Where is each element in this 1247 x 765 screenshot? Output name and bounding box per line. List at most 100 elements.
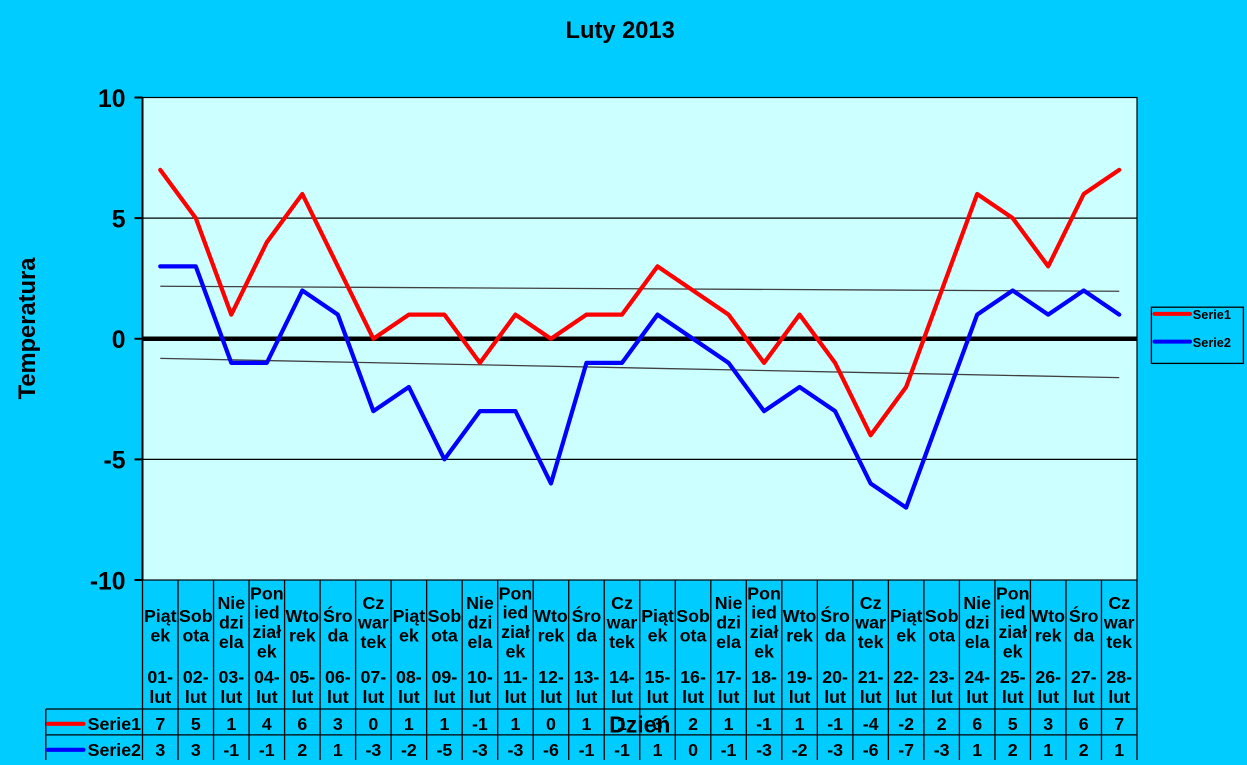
svg-text:Nie: Nie	[466, 593, 494, 613]
svg-text:lut: lut	[931, 687, 953, 707]
svg-text:-1: -1	[756, 714, 772, 734]
svg-text:lut: lut	[1002, 687, 1024, 707]
svg-text:ek: ek	[1003, 642, 1023, 662]
svg-text:da: da	[327, 625, 348, 645]
svg-text:23-: 23-	[929, 667, 955, 687]
svg-text:Piąt: Piąt	[641, 606, 674, 626]
svg-text:lut: lut	[1073, 687, 1095, 707]
svg-text:lut: lut	[611, 687, 633, 707]
svg-text:Piąt: Piąt	[890, 606, 923, 626]
svg-text:1: 1	[226, 714, 236, 734]
svg-text:Serie1: Serie1	[88, 714, 141, 734]
svg-text:ela: ela	[716, 632, 741, 652]
svg-text:rek: rek	[289, 625, 316, 645]
svg-text:-3: -3	[472, 740, 488, 760]
svg-text:ied: ied	[503, 603, 529, 623]
svg-text:13-: 13-	[574, 667, 600, 687]
svg-text:24-: 24-	[964, 667, 990, 687]
svg-text:Piąt: Piąt	[393, 606, 426, 626]
svg-text:Wto: Wto	[286, 606, 320, 626]
svg-text:ota: ota	[928, 625, 955, 645]
svg-text:-1: -1	[721, 740, 737, 760]
svg-text:lut: lut	[1037, 687, 1059, 707]
svg-text:lut: lut	[256, 687, 278, 707]
svg-text:Serie2: Serie2	[1193, 336, 1231, 350]
svg-text:lut: lut	[291, 687, 313, 707]
svg-text:ota: ota	[431, 625, 458, 645]
svg-text:-1: -1	[472, 714, 488, 734]
svg-text:da: da	[1073, 625, 1094, 645]
svg-text:lut: lut	[327, 687, 349, 707]
svg-text:-2: -2	[401, 740, 417, 760]
svg-text:14-: 14-	[609, 667, 635, 687]
svg-text:da: da	[825, 625, 846, 645]
svg-text:Cz: Cz	[1108, 593, 1130, 613]
svg-text:1: 1	[404, 714, 414, 734]
svg-text:5: 5	[191, 714, 201, 734]
svg-text:17-: 17-	[716, 667, 742, 687]
svg-text:ek: ek	[648, 625, 668, 645]
svg-text:05-: 05-	[289, 667, 315, 687]
svg-text:-3: -3	[934, 740, 950, 760]
svg-text:-6: -6	[543, 740, 559, 760]
svg-text:lut: lut	[824, 687, 846, 707]
svg-text:lut: lut	[753, 687, 775, 707]
svg-text:Pon: Pon	[996, 583, 1030, 603]
svg-text:0: 0	[368, 714, 378, 734]
svg-text:ela: ela	[219, 632, 244, 652]
svg-text:dzi: dzi	[965, 612, 990, 632]
svg-text:08-: 08-	[396, 667, 422, 687]
svg-text:Sob: Sob	[428, 606, 462, 626]
svg-text:lut: lut	[718, 687, 740, 707]
svg-text:tek: tek	[361, 632, 387, 652]
svg-text:lut: lut	[540, 687, 562, 707]
svg-text:27-: 27-	[1071, 667, 1097, 687]
svg-text:-5: -5	[104, 448, 126, 475]
svg-text:19-: 19-	[787, 667, 813, 687]
svg-text:dzi: dzi	[219, 612, 244, 632]
svg-text:lut: lut	[1108, 687, 1130, 707]
svg-text:18-: 18-	[751, 667, 777, 687]
svg-text:tek: tek	[1106, 632, 1132, 652]
svg-text:war: war	[606, 612, 638, 632]
svg-text:1: 1	[653, 740, 663, 760]
svg-text:1: 1	[333, 740, 343, 760]
svg-text:Dzień: Dzień	[609, 712, 670, 738]
svg-text:-4: -4	[863, 714, 879, 734]
svg-text:lut: lut	[966, 687, 988, 707]
svg-text:Wto: Wto	[1031, 606, 1065, 626]
svg-text:25-: 25-	[1000, 667, 1026, 687]
svg-text:2: 2	[937, 714, 947, 734]
svg-text:22-: 22-	[893, 667, 919, 687]
svg-text:1: 1	[724, 714, 734, 734]
svg-text:Wto: Wto	[534, 606, 568, 626]
svg-text:lut: lut	[576, 687, 598, 707]
svg-text:lut: lut	[505, 687, 527, 707]
svg-text:-1: -1	[259, 740, 275, 760]
svg-text:tek: tek	[858, 632, 884, 652]
svg-text:02-: 02-	[183, 667, 209, 687]
svg-text:06-: 06-	[325, 667, 351, 687]
svg-text:Śro: Śro	[323, 605, 353, 626]
svg-text:Cz: Cz	[611, 593, 633, 613]
svg-text:1: 1	[795, 714, 805, 734]
svg-text:2: 2	[1079, 740, 1089, 760]
svg-text:Sob: Sob	[179, 606, 213, 626]
svg-text:-5: -5	[436, 740, 452, 760]
svg-text:0: 0	[546, 714, 556, 734]
svg-text:5: 5	[1008, 714, 1018, 734]
svg-text:ek: ek	[506, 642, 526, 662]
svg-text:ek: ek	[896, 625, 916, 645]
svg-text:04-: 04-	[254, 667, 280, 687]
svg-text:01-: 01-	[147, 667, 173, 687]
svg-text:15-: 15-	[645, 667, 671, 687]
svg-text:3: 3	[155, 740, 165, 760]
svg-text:3: 3	[1043, 714, 1053, 734]
svg-text:tek: tek	[609, 632, 635, 652]
svg-text:lut: lut	[860, 687, 882, 707]
svg-text:lut: lut	[469, 687, 491, 707]
svg-text:0: 0	[112, 327, 126, 354]
svg-text:28-: 28-	[1106, 667, 1132, 687]
svg-text:-1: -1	[223, 740, 239, 760]
svg-text:-3: -3	[365, 740, 381, 760]
